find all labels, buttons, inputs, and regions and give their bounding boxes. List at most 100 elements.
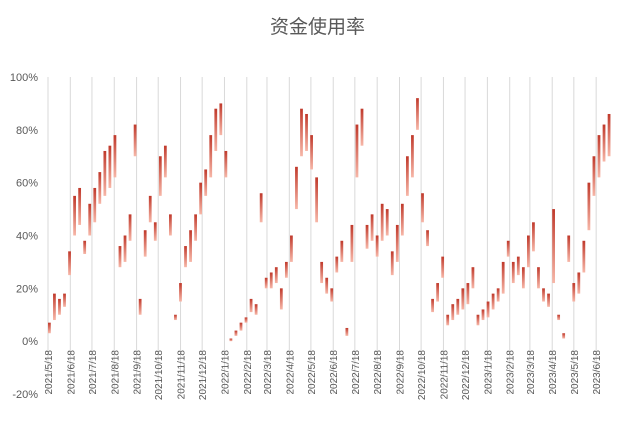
x-tick-label: 2022/1/18 — [220, 350, 231, 395]
bar — [471, 267, 475, 289]
bar — [118, 246, 122, 268]
bar — [244, 317, 248, 323]
bar — [547, 293, 550, 307]
bar — [456, 298, 460, 315]
bar — [68, 251, 71, 276]
bar — [370, 214, 374, 241]
bar — [128, 214, 132, 241]
bar — [214, 108, 218, 151]
bar — [143, 230, 147, 257]
bar — [481, 309, 485, 321]
x-tick-label: 2021/6/18 — [66, 350, 77, 395]
bar — [405, 156, 409, 196]
bar — [355, 124, 359, 178]
bar — [264, 277, 268, 289]
chart-title: 资金使用率 — [269, 16, 365, 38]
bar — [123, 235, 127, 262]
bar — [310, 135, 313, 170]
bar — [254, 304, 258, 315]
bar — [48, 322, 51, 334]
bar — [295, 166, 298, 210]
bar — [360, 108, 364, 146]
x-tick-label: 2021/7/18 — [88, 350, 99, 395]
bar — [466, 283, 470, 305]
bar — [572, 283, 576, 302]
bar — [204, 169, 208, 196]
x-tick-label: 2023/3/18 — [526, 350, 537, 395]
bar — [234, 330, 238, 336]
bar — [315, 177, 319, 223]
bar — [527, 235, 530, 268]
x-tick-label: 2022/8/18 — [373, 350, 384, 395]
bar — [53, 293, 56, 321]
x-tick-label: 2023/2/18 — [506, 350, 517, 395]
bar — [249, 298, 253, 313]
y-tick-label: 100% — [10, 72, 38, 84]
bar — [395, 224, 399, 262]
x-tick-label: 2021/10/18 — [154, 350, 165, 400]
bar — [587, 182, 591, 231]
x-tick-label: 2022/9/18 — [396, 350, 407, 395]
bar — [108, 145, 112, 188]
bar — [325, 277, 329, 294]
bar — [411, 135, 414, 178]
bar — [73, 195, 76, 236]
bar — [426, 230, 429, 247]
bar — [284, 261, 288, 278]
bar — [365, 224, 369, 249]
bar — [158, 156, 162, 196]
bar — [491, 293, 495, 310]
x-tick-label: 2022/6/18 — [329, 350, 340, 395]
x-tick-label: 2021/12/18 — [198, 350, 209, 400]
bar — [93, 187, 97, 223]
bar — [279, 288, 283, 310]
bar — [532, 222, 535, 252]
bar — [209, 135, 213, 178]
bar — [496, 288, 500, 302]
bar — [133, 124, 137, 157]
bar — [88, 203, 92, 236]
bar — [446, 314, 450, 326]
bar — [385, 209, 389, 236]
bar — [174, 314, 177, 321]
bar — [506, 240, 510, 257]
bar — [58, 298, 61, 315]
bar — [552, 209, 555, 284]
x-tick-label: 2021/11/18 — [177, 350, 188, 400]
bar — [113, 135, 117, 178]
bar — [345, 327, 349, 336]
bar — [219, 103, 223, 136]
bar — [330, 288, 334, 302]
bar — [290, 235, 293, 262]
bar — [305, 113, 308, 151]
bar — [400, 203, 404, 236]
bar — [224, 150, 228, 178]
bar — [239, 322, 243, 331]
bar — [98, 172, 102, 204]
bar — [350, 224, 354, 262]
bar — [441, 256, 445, 278]
bar — [431, 298, 434, 313]
bar-layer — [48, 98, 611, 342]
bar — [501, 261, 505, 294]
bar — [340, 240, 344, 262]
y-tick-label: 20% — [16, 283, 38, 295]
bar — [511, 261, 515, 284]
bar — [521, 267, 525, 289]
x-tick-label: 2022/4/18 — [285, 350, 296, 395]
bar — [138, 298, 142, 315]
grid-layer — [47, 77, 597, 394]
x-tick-label: 2021/5/18 — [44, 350, 55, 395]
bar — [577, 272, 581, 294]
bar — [486, 301, 490, 318]
bar — [259, 193, 263, 223]
x-tick-label: 2022/12/18 — [461, 350, 472, 400]
x-tick-label: 2022/10/18 — [417, 350, 428, 400]
bar — [103, 150, 107, 196]
bar — [436, 283, 440, 302]
bar — [461, 288, 465, 310]
bar — [592, 156, 596, 196]
x-tick-label: 2023/5/18 — [570, 350, 581, 395]
bar — [582, 240, 586, 273]
bar — [451, 304, 455, 321]
